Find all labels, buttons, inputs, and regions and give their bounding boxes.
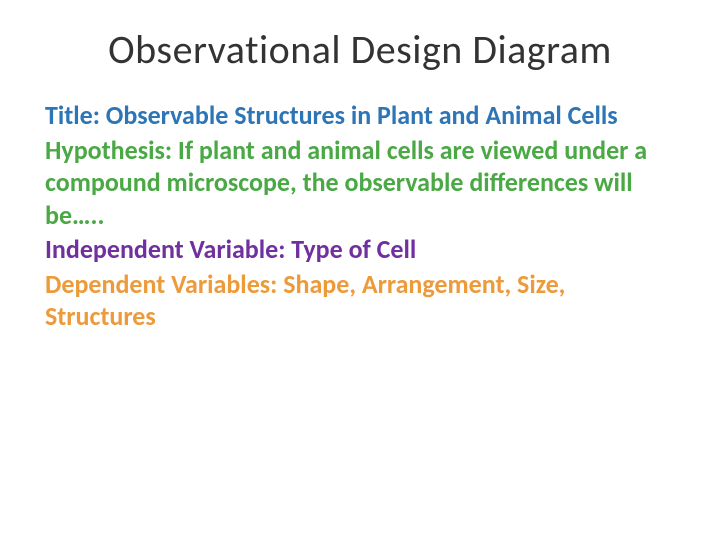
title-line: Title: Observable Structures in Plant an… (45, 99, 675, 132)
dependent-variable-line: Dependent Variables: Shape, Arrangement,… (45, 268, 675, 333)
slide-heading: Observational Design Diagram (45, 25, 675, 74)
slide-container: Observational Design Diagram Title: Obse… (0, 0, 720, 540)
hypothesis-line: Hypothesis: If plant and animal cells ar… (45, 134, 675, 232)
slide-content: Title: Observable Structures in Plant an… (45, 99, 675, 333)
independent-variable-line: Independent Variable: Type of Cell (45, 233, 675, 266)
